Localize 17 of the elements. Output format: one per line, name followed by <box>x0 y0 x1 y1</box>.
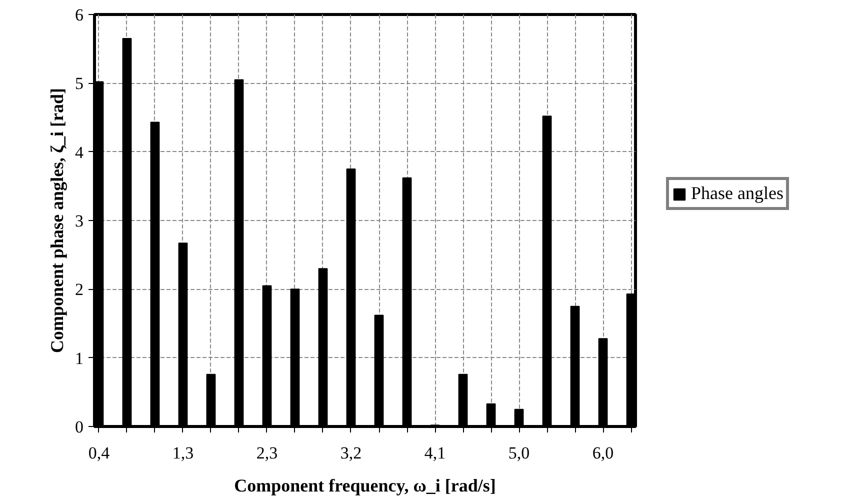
y-tick-label: 2 <box>75 280 84 300</box>
x-tick-label: 4,1 <box>424 444 446 462</box>
x-tick-label: 5,0 <box>508 444 530 462</box>
legend-label: Phase angles <box>691 183 784 204</box>
x-tick-label: 3,2 <box>340 444 362 462</box>
y-tick-label: 4 <box>75 142 84 162</box>
x-tick-label: 2,3 <box>256 444 278 462</box>
x-axis-title: Component frequency, ω_i [rad/s] <box>234 476 496 496</box>
y-axis-title: Component phase angles, ζ_i [rad] <box>47 88 67 353</box>
y-tick-label: 5 <box>75 74 84 94</box>
y-tick-label: 0 <box>75 418 84 436</box>
y-tick-label: 1 <box>75 348 84 368</box>
x-tick-label: 0,4 <box>88 444 110 462</box>
y-tick-label: 3 <box>75 212 84 230</box>
x-tick-label: 1,3 <box>172 444 194 462</box>
x-tick-label: 6,0 <box>592 444 614 462</box>
y-tick-label: 6 <box>75 6 84 24</box>
